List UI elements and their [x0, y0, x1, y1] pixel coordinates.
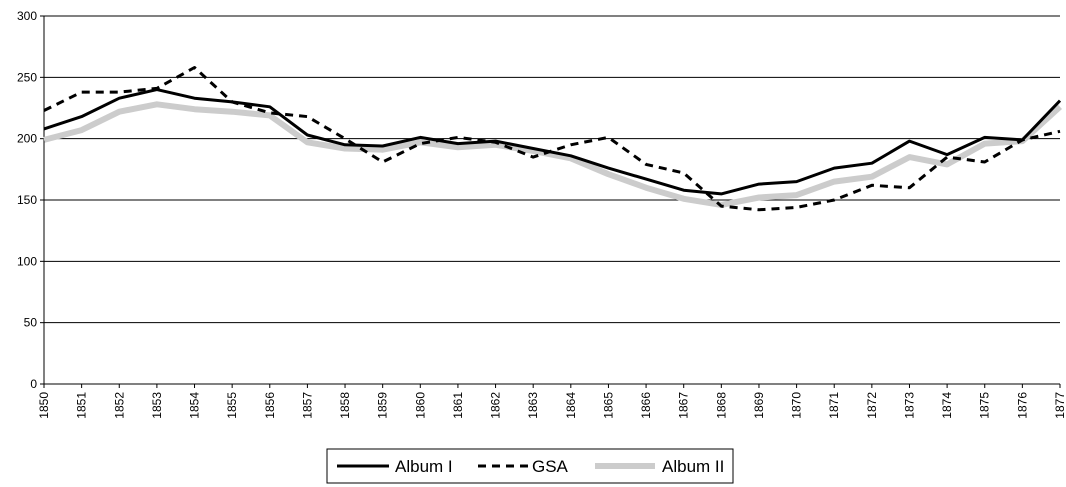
x-tick-label: 1851 — [75, 392, 89, 419]
x-tick-label: 1875 — [978, 392, 992, 419]
x-axis-ticks: 1850 1851 1852 1853 1854 1855 1856 1857 1858 1859… — [37, 384, 1066, 419]
x-tick-label: 1872 — [865, 392, 879, 419]
x-tick-label: 1877 — [1053, 392, 1066, 419]
x-tick-label: 1873 — [902, 392, 916, 419]
y-tick-label: 150 — [17, 193, 37, 207]
x-tick-label: 1871 — [827, 392, 841, 419]
x-tick-label: 1865 — [601, 392, 615, 419]
x-tick-label: 1858 — [338, 392, 352, 419]
legend-box — [326, 448, 734, 484]
x-tick-label: 1870 — [790, 392, 804, 419]
y-tick-label: 100 — [17, 254, 37, 268]
x-tick-label: 1861 — [451, 392, 465, 419]
series-line-album-i — [43, 88, 1062, 196]
legend-label: Album II — [662, 457, 724, 476]
x-tick-label: 1850 — [37, 392, 51, 419]
x-tick-label: 1859 — [376, 392, 390, 419]
y-axis-ticks: 0 50 100 150 200 250 300 — [17, 9, 44, 391]
x-tick-label: 1857 — [300, 392, 314, 419]
x-tick-label: 1860 — [413, 392, 427, 419]
y-tick-label: 250 — [17, 70, 37, 84]
x-tick-label: 1869 — [752, 392, 766, 419]
y-tick-label: 300 — [17, 9, 37, 23]
gridlines — [43, 15, 1060, 385]
x-tick-label: 1854 — [188, 392, 202, 419]
x-tick-label: 1853 — [150, 392, 164, 419]
legend-label: GSA — [532, 457, 569, 476]
x-tick-label: 1866 — [639, 392, 653, 419]
legend-label: Album I — [395, 457, 453, 476]
x-tick-label: 1876 — [1015, 392, 1029, 419]
x-tick-label: 1868 — [714, 392, 728, 419]
series-line-album-ii — [43, 101, 1063, 208]
y-tick-label: 50 — [24, 316, 38, 330]
x-tick-label: 1867 — [677, 392, 691, 419]
x-tick-label: 1863 — [526, 392, 540, 419]
series-lines — [43, 66, 1063, 212]
series-line-gsa — [43, 66, 1061, 212]
x-tick-label: 1864 — [564, 392, 578, 419]
x-tick-label: 1855 — [225, 392, 239, 419]
x-tick-label: 1856 — [263, 392, 277, 419]
x-tick-label: 1874 — [940, 392, 954, 419]
x-tick-label: 1852 — [112, 392, 126, 419]
y-tick-label: 0 — [30, 377, 37, 391]
legend: Album I GSA Album II — [326, 448, 734, 484]
y-tick-label: 200 — [17, 132, 37, 146]
x-tick-label: 1862 — [489, 392, 503, 419]
